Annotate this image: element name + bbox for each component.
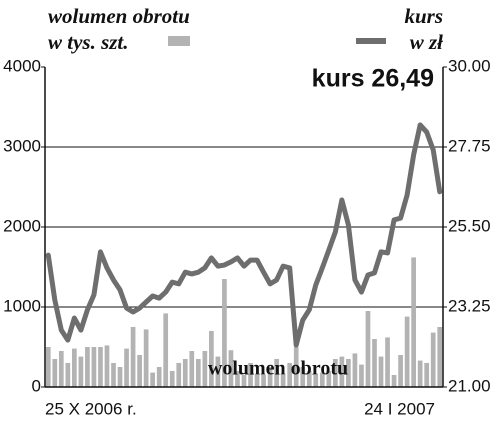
bar [306, 371, 312, 387]
bar [202, 351, 208, 387]
bar [189, 351, 195, 387]
bar [300, 367, 306, 387]
bar [58, 351, 64, 387]
bar [359, 364, 364, 387]
y2-tick-label: 25.50 [448, 216, 491, 235]
bar [195, 359, 201, 387]
bar [417, 360, 423, 387]
bar [222, 279, 227, 387]
bar [267, 367, 273, 387]
bar [78, 356, 84, 387]
bar [365, 311, 371, 387]
bar [378, 356, 384, 387]
bar [52, 359, 58, 387]
bar [117, 367, 123, 387]
bar [228, 350, 234, 387]
bar [372, 339, 377, 387]
bar [156, 367, 162, 387]
bar [346, 359, 351, 387]
bar [45, 347, 51, 387]
bar [411, 257, 416, 387]
bar [111, 363, 116, 387]
bar [143, 329, 149, 387]
bar [130, 327, 136, 387]
bar [313, 375, 319, 387]
bar [182, 359, 188, 387]
bar [430, 332, 436, 387]
bar [398, 355, 403, 387]
bar [150, 372, 156, 387]
legend-swatch [168, 36, 190, 46]
y2-tick-label: 30.00 [448, 56, 491, 75]
bar [280, 375, 286, 387]
bar [254, 375, 260, 387]
y-tick-label: 1000 [3, 296, 41, 315]
bar [137, 355, 142, 387]
bar [352, 353, 358, 387]
bar [248, 363, 253, 387]
y-tick-label: 3000 [3, 136, 41, 155]
bar [209, 331, 214, 387]
bar [98, 347, 103, 387]
bar [287, 363, 293, 387]
bar [274, 359, 279, 387]
bar [404, 316, 410, 387]
line [45, 122, 443, 348]
y2-tick-label: 27.75 [448, 136, 491, 155]
bar [163, 313, 169, 387]
bar [339, 356, 345, 387]
bar [437, 327, 443, 387]
legend-label: wolumen obrotu [48, 4, 190, 28]
bar [169, 371, 175, 387]
bar [326, 371, 332, 387]
bar [91, 347, 97, 387]
x-tick-label: 24 I 2007 [364, 399, 435, 418]
annotation: wolumen obrotu [208, 358, 348, 380]
x-tick-label: 25 X 2006 r. [45, 399, 137, 418]
bar [293, 347, 299, 387]
bar [215, 356, 221, 387]
y2-tick-label: 21.00 [448, 376, 491, 395]
bar [235, 371, 240, 387]
bar [65, 363, 71, 387]
y-tick-label: 0 [32, 376, 41, 395]
y-tick-label: 4000 [3, 56, 41, 75]
bar [391, 375, 397, 387]
bar [72, 348, 77, 387]
plot: 0 1000 2000 3000 4000 21.00 23.25 25.50 27.75 30.… [3, 56, 490, 418]
legend-label: kurs [404, 4, 443, 28]
y-tick-label: 2000 [3, 216, 41, 235]
bar [124, 348, 129, 387]
bar [176, 363, 182, 387]
annotation: kurs 26,49 [312, 65, 434, 93]
bar [85, 347, 90, 387]
bar [319, 372, 325, 387]
legend-unit: w tys. szt. [48, 30, 129, 54]
bar [261, 375, 266, 387]
bar [332, 359, 338, 387]
bar [241, 375, 247, 387]
legend-unit: w zł [410, 30, 443, 54]
bar [424, 363, 430, 387]
bar [104, 345, 110, 387]
y2-tick-label: 23.25 [448, 296, 491, 315]
bar [385, 337, 390, 387]
